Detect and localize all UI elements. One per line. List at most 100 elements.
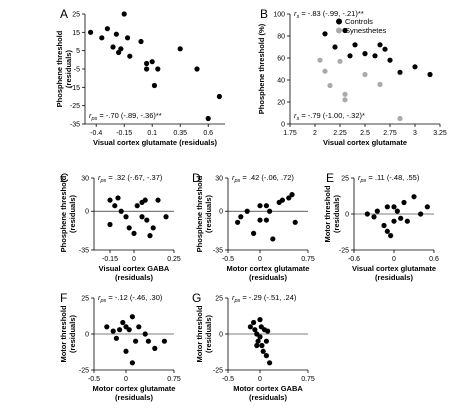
data-point — [235, 219, 241, 225]
y-axis-label: (residuals) — [332, 195, 341, 233]
y-tick-label: 60 — [277, 56, 285, 63]
data-point — [252, 327, 258, 333]
stat-annotation: rs = -.83 (-.99, -.21)** — [294, 9, 364, 20]
x-axis-label: Visual cortex glutamate — [352, 264, 436, 273]
data-point — [134, 203, 140, 209]
data-point — [138, 38, 144, 45]
y-axis-label: Motor threshold — [59, 305, 68, 362]
x-tick-label: 0.35 — [173, 130, 187, 137]
x-tick-label: -0.5 — [222, 376, 234, 383]
x-tick-label: 3.25 — [433, 130, 447, 137]
x-tick-label: -0.6 — [348, 256, 360, 263]
x-tick-label: 0 — [124, 376, 128, 383]
x-tick-label: -0.5 — [88, 376, 100, 383]
y-axis-label: Motor threshold — [195, 305, 204, 362]
data-point — [126, 327, 132, 333]
x-tick-label: 0 — [258, 376, 262, 383]
data-point — [107, 197, 113, 203]
data-point — [163, 214, 169, 220]
panel-letter: D — [192, 171, 201, 185]
data-point — [129, 314, 135, 320]
x-axis-label-line2: (residuals) — [375, 273, 413, 282]
data-point — [142, 331, 148, 337]
y-axis-label: (residuals) — [68, 195, 77, 233]
y-tick-label: 25 — [72, 12, 80, 19]
x-axis-label: Motor cortex glutamate — [93, 384, 176, 393]
x-tick-label: 2.75 — [383, 130, 397, 137]
x-tick-label: 2.25 — [333, 130, 347, 137]
data-point — [216, 93, 222, 100]
x-tick-label: 0 — [392, 256, 396, 263]
data-point — [194, 66, 200, 72]
data-point — [251, 230, 257, 236]
data-point — [177, 46, 183, 52]
data-point — [257, 317, 263, 323]
y-tick-label: 25 — [341, 176, 349, 183]
y-axis-label: (residuals) — [204, 195, 213, 233]
data-point — [144, 217, 150, 223]
x-tick-label: 0.75 — [167, 376, 181, 383]
data-point — [131, 230, 137, 236]
data-point — [107, 221, 113, 228]
x-tick-label: -0.15 — [116, 130, 132, 137]
data-point — [387, 57, 393, 63]
x-tick-label: -0.4 — [90, 130, 102, 137]
stat-annotation: rps = .42 (-.06, .72) — [232, 173, 294, 184]
data-point — [267, 360, 273, 366]
x-axis-label: Motor cortex GABA — [233, 384, 303, 393]
data-point — [286, 195, 292, 201]
data-point — [364, 211, 370, 217]
y-axis-label: Phosphene threshold (%) — [257, 23, 266, 114]
y-tick-label: -25 — [70, 103, 80, 110]
x-tick-label: 3 — [413, 130, 417, 137]
y-tick-label: 30 — [215, 176, 223, 183]
y-axis-label: Phosphene threshold — [195, 175, 204, 252]
data-point — [289, 192, 295, 198]
y-axis-label: Phosphene threshold — [55, 30, 64, 107]
y-axis-label: (residuals) — [64, 50, 73, 88]
data-point — [251, 319, 257, 326]
y-tick-label: 15 — [72, 30, 80, 37]
data-point — [352, 42, 358, 48]
data-point — [238, 214, 244, 220]
panel-letter: E — [326, 171, 334, 185]
x-axis-label-line2: (residuals) — [249, 393, 287, 402]
data-point — [372, 53, 378, 59]
y-tick-label: -35 — [70, 122, 80, 129]
data-point — [322, 68, 328, 74]
data-point — [381, 222, 387, 229]
data-point — [394, 208, 400, 214]
x-axis-label-line2: (residuals) — [115, 273, 153, 282]
data-point — [115, 195, 121, 201]
data-point — [384, 228, 390, 234]
data-point — [418, 211, 424, 217]
stat-annotation: rps = .32 (-.67, -.37) — [98, 173, 163, 184]
data-point — [123, 214, 129, 220]
data-point — [397, 69, 403, 75]
y-tick-label: -25 — [79, 368, 89, 375]
x-tick-label: 0 — [132, 256, 136, 263]
y-tick-label: -15 — [70, 85, 80, 92]
data-point — [388, 233, 394, 239]
data-point — [427, 71, 433, 78]
y-tick-label: 25 — [215, 296, 223, 303]
y-axis-label: Phosphene threshold — [59, 175, 68, 252]
data-point — [104, 26, 110, 32]
data-point — [332, 44, 338, 50]
panel-letter: B — [260, 7, 268, 21]
stat-annotation: rps = -.29 (-.51, .24) — [232, 293, 297, 304]
data-point — [155, 66, 161, 72]
data-point — [145, 338, 151, 344]
y-tick-label: 40 — [277, 78, 285, 85]
data-point — [322, 31, 328, 37]
data-point — [127, 53, 133, 59]
data-point — [292, 219, 298, 225]
data-point — [124, 35, 131, 41]
data-point — [151, 82, 158, 89]
x-tick-label: 1.75 — [283, 130, 297, 137]
data-point — [374, 208, 380, 214]
data-point — [155, 197, 161, 203]
